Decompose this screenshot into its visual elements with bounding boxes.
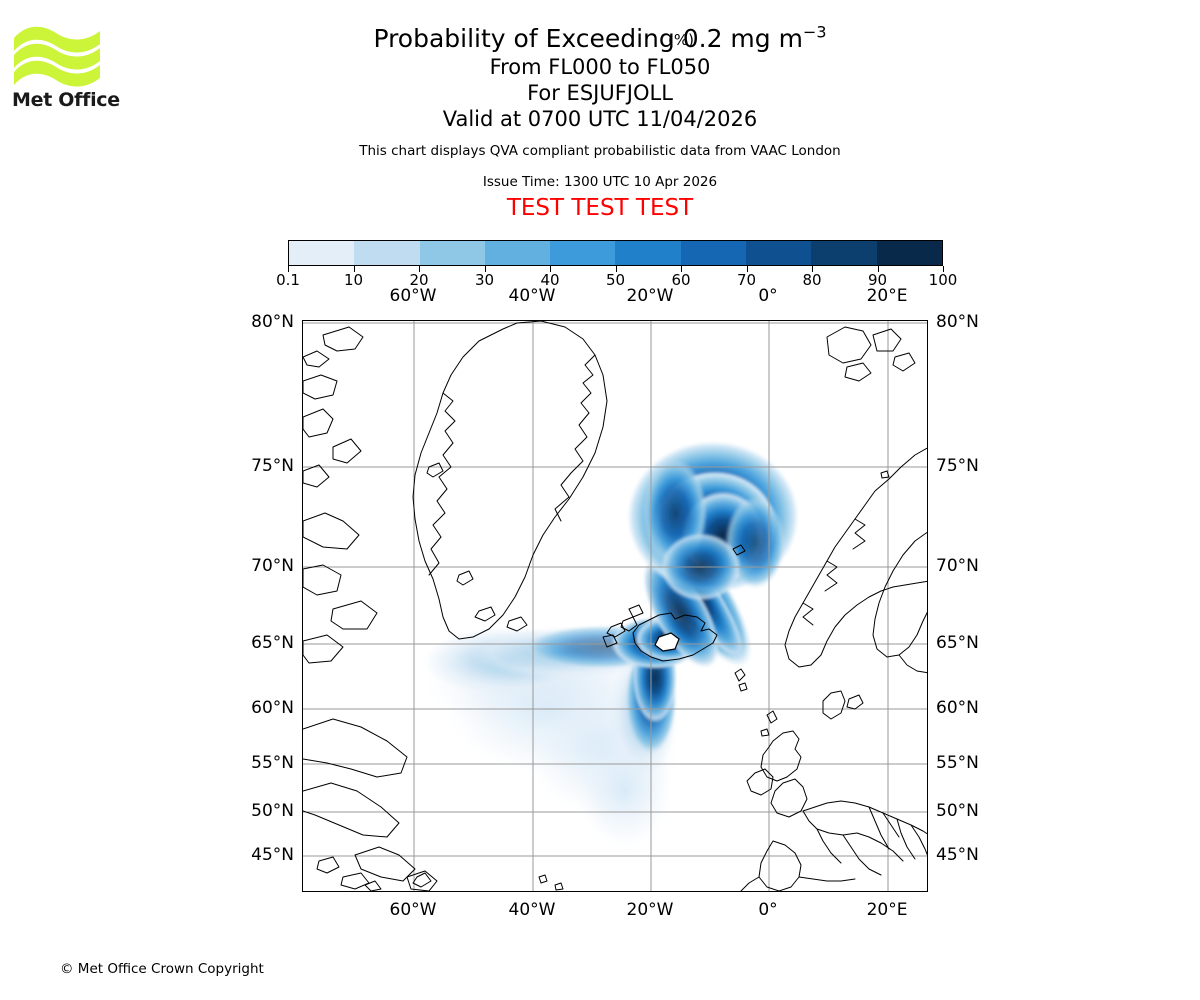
lon-tick-40°W-bottom: 40°W	[508, 900, 556, 920]
qva-note: This chart displays QVA compliant probab…	[359, 143, 841, 159]
lon-tick-20°W-bottom: 20°W	[626, 900, 674, 920]
colorbar-tickmark-4	[550, 266, 551, 272]
colorbar-ticklabel-40: 40	[540, 271, 560, 289]
colorbar-ticklabel-90: 90	[867, 271, 888, 289]
lat-tick-45°N-right: 45°N	[936, 845, 979, 865]
colorbar-segment-3	[484, 241, 551, 265]
volcano-name-line: For ESJUFJOLL	[527, 81, 673, 105]
coastlines	[303, 321, 927, 891]
lon-tick-60°W-top: 60°W	[389, 286, 437, 306]
lat-tick-80°N-right: 80°N	[936, 312, 979, 332]
colorbar-tickmark-3	[484, 266, 486, 272]
colorbar-tickmark-6	[681, 266, 682, 272]
colorbar-segment-7	[746, 241, 812, 265]
colorbar-segment-9	[876, 241, 942, 265]
colorbar-tickmark-10	[943, 266, 944, 272]
colorbar-ticklabel-70: 70	[736, 271, 757, 289]
lon-tick-20°W-top: 20°W	[626, 286, 674, 306]
lat-tick-70°N-left: 70°N	[251, 556, 294, 576]
colorbar-ticks: 0.1 10 20 30 40 50 60 70 80 90 100	[276, 266, 957, 289]
probability-colorbar: 0.1 10 20 30 40 50 60 70 80 90 100	[276, 240, 957, 289]
lat-tick-50°N-right: 50°N	[936, 801, 979, 821]
issue-time: Issue Time: 1300 UTC 10 Apr 2026	[482, 174, 718, 190]
colorbar-tickmark-9	[877, 266, 879, 272]
volcano-source-marker	[654, 632, 680, 652]
lat-tick-75°N-left: 75°N	[251, 456, 294, 476]
colorbar-segment-6	[680, 241, 747, 265]
colorbar-ticklabel-60: 60	[671, 271, 691, 289]
colorbar-segment-2	[419, 241, 485, 265]
lat-tick-45°N-left: 45°N	[251, 845, 294, 865]
lat-tick-55°N-right: 55°N	[936, 753, 979, 773]
lat-tick-65°N-right: 65°N	[936, 633, 979, 653]
colorbar-ticklabel-10: 10	[343, 271, 364, 289]
colorbar-gradient	[288, 240, 943, 266]
met-office-wave-icon	[14, 26, 100, 87]
lon-tick-0°-bottom: 0°	[758, 900, 778, 920]
valid-time-line: Valid at 0700 UTC 11/04/2026	[442, 107, 758, 131]
colorbar-segment-0	[289, 241, 355, 265]
lon-tick-0°-top: 0°	[758, 286, 778, 306]
colorbar-tickmark-1	[353, 266, 355, 272]
met-office-logo: Met Office	[12, 22, 122, 117]
colorbar-ticklabel-20: 20	[409, 271, 429, 289]
lon-tick-20°E-bottom: 20°E	[866, 900, 908, 920]
colorbar-segment-1	[354, 241, 420, 265]
chart-header: Probability of Exceeding 0.2 mg m−3 From…	[130, 24, 1070, 222]
colorbar-tickmark-7	[746, 266, 748, 272]
map-canvas	[303, 321, 927, 891]
colorbar-tickmark-2	[419, 266, 420, 272]
lon-tick-60°W-bottom: 60°W	[389, 900, 437, 920]
flight-level-line: From FL000 to FL050	[489, 55, 711, 79]
lon-tick-20°E-top: 20°E	[866, 286, 908, 306]
met-office-wordmark: Met Office	[12, 89, 120, 111]
colorbar-ticklabel-0.1: 0.1	[276, 271, 300, 289]
colorbar-segment-8	[811, 241, 877, 265]
page-title-text: Probability of Exceeding 0.2 mg m	[373, 24, 803, 53]
colorbar-ticklabel-30: 30	[474, 271, 495, 289]
lat-tick-55°N-left: 55°N	[251, 753, 294, 773]
colorbar-tickmark-0	[288, 266, 289, 272]
colorbar-ticklabel-80: 80	[802, 271, 822, 289]
test-banner: TEST TEST TEST	[506, 195, 694, 221]
copyright-notice: © Met Office Crown Copyright	[60, 961, 264, 977]
map-gridlines	[303, 321, 927, 891]
lat-tick-60°N-left: 60°N	[251, 698, 294, 718]
ash-probability-map[interactable]	[302, 320, 928, 892]
lat-tick-80°N-left: 80°N	[251, 312, 294, 332]
lat-tick-50°N-left: 50°N	[251, 801, 294, 821]
lon-tick-40°W-top: 40°W	[508, 286, 556, 306]
page-title: Probability of Exceeding 0.2 mg m−3	[130, 24, 1070, 54]
colorbar-tickmark-8	[812, 266, 813, 272]
colorbar-tickmark-5	[615, 266, 617, 272]
colorbar-ticklabel-100: 100	[928, 271, 958, 289]
colorbar-ticklabel-50: 50	[605, 271, 626, 289]
colorbar-unit-label: (%)	[668, 31, 694, 49]
page-title-exponent: −3	[802, 22, 827, 42]
ash-plume-field	[421, 441, 799, 849]
lat-tick-75°N-right: 75°N	[936, 456, 979, 476]
colorbar-segment-4	[550, 241, 616, 265]
lat-tick-60°N-right: 60°N	[936, 698, 979, 718]
lat-tick-65°N-left: 65°N	[251, 633, 294, 653]
colorbar-segment-5	[615, 241, 681, 265]
lat-tick-70°N-right: 70°N	[936, 556, 979, 576]
